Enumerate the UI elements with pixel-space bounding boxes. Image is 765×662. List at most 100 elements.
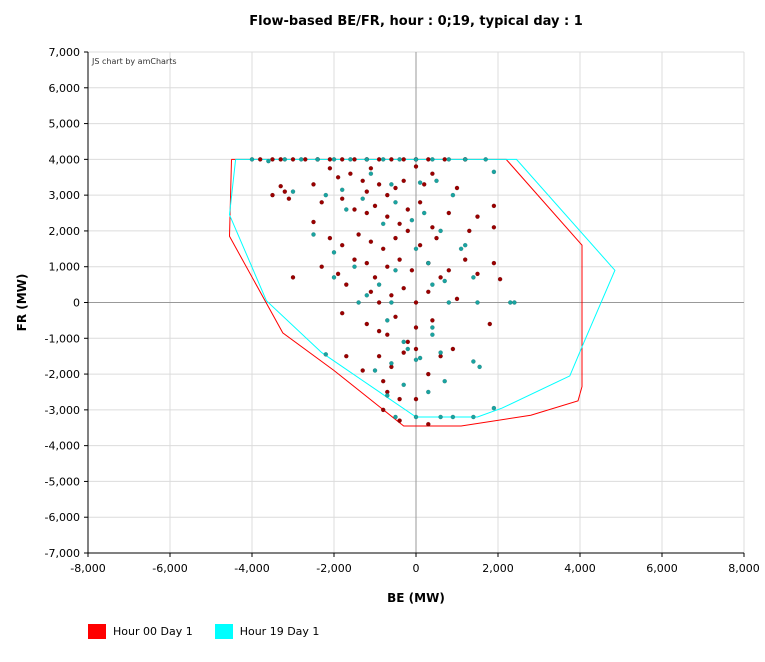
data-point-series-0 <box>430 318 435 323</box>
legend: Hour 00 Day 1 Hour 19 Day 1 <box>88 624 319 639</box>
data-point-series-0 <box>311 219 316 225</box>
data-point-series-0 <box>368 289 374 295</box>
data-point-series-1 <box>249 157 255 162</box>
x-tick-label: -2,000 <box>316 562 351 575</box>
data-point-series-1 <box>282 157 288 162</box>
data-point-series-1 <box>491 169 497 175</box>
data-point-series-0 <box>425 289 431 295</box>
data-point-series-0 <box>409 267 415 273</box>
data-point-series-0 <box>364 321 370 327</box>
data-point-series-1 <box>430 282 435 287</box>
data-point-series-0 <box>343 353 349 359</box>
x-axis-label: BE (MW) <box>387 591 445 605</box>
data-point-series-0 <box>393 314 398 320</box>
y-tick-label: -4,000 <box>45 440 80 453</box>
data-point-series-0 <box>339 310 345 316</box>
data-point-series-1 <box>352 264 357 270</box>
data-point-series-0 <box>343 282 349 287</box>
data-point-series-0 <box>319 199 325 205</box>
data-point-series-1 <box>475 300 480 305</box>
data-point-series-1 <box>434 178 439 184</box>
data-point-series-0 <box>405 228 411 234</box>
data-point-series-1 <box>393 267 398 273</box>
legend-swatch-red <box>88 624 106 639</box>
data-point-series-1 <box>311 232 316 237</box>
data-point-series-0 <box>446 210 452 216</box>
legend-item-hour-00[interactable]: Hour 00 Day 1 <box>88 624 193 639</box>
data-point-series-1 <box>413 246 419 252</box>
data-point-series-1 <box>389 300 394 305</box>
data-point-series-1 <box>438 350 443 355</box>
data-point-series-0 <box>257 157 263 162</box>
data-point-series-1 <box>477 364 482 370</box>
data-point-series-0 <box>376 328 382 334</box>
data-point-series-1 <box>364 157 370 162</box>
data-point-series-0 <box>352 257 357 262</box>
data-point-series-1 <box>339 187 345 193</box>
data-point-series-1 <box>430 332 435 338</box>
x-tick-label: 8,000 <box>728 562 760 575</box>
data-point-series-0 <box>491 224 497 230</box>
data-point-series-0 <box>327 235 333 241</box>
data-point-series-1 <box>384 393 390 398</box>
data-point-series-0 <box>270 192 275 198</box>
data-point-series-0 <box>364 189 370 194</box>
x-tick-label: 6,000 <box>646 562 678 575</box>
data-point-series-0 <box>438 275 443 280</box>
data-point-series-0 <box>397 257 402 262</box>
chart-credit[interactable]: JS chart by amCharts <box>91 57 177 66</box>
data-point-series-1 <box>372 368 378 373</box>
data-point-series-0 <box>413 325 419 330</box>
y-tick-label: -2,000 <box>45 368 80 381</box>
data-point-series-1 <box>348 157 353 162</box>
data-point-series-0 <box>491 203 497 209</box>
y-tick-label: 3,000 <box>49 189 81 202</box>
data-point-series-0 <box>425 371 431 377</box>
data-point-series-1 <box>397 157 402 162</box>
data-point-series-0 <box>339 157 345 162</box>
legend-item-hour-19[interactable]: Hour 19 Day 1 <box>214 624 319 639</box>
data-point-series-0 <box>401 285 407 291</box>
data-point-series-1 <box>290 189 296 194</box>
data-point-series-0 <box>372 275 378 280</box>
data-point-series-0 <box>360 178 366 184</box>
data-point-series-1 <box>471 359 476 364</box>
data-point-series-1 <box>413 157 419 162</box>
y-tick-label: 7,000 <box>49 46 81 59</box>
data-point-series-1 <box>405 346 411 352</box>
legend-swatch-cyan <box>214 624 233 639</box>
data-point-series-0 <box>319 264 325 270</box>
data-point-series-0 <box>491 260 497 266</box>
chart-title: Flow-based BE/FR, hour : 0;19, typical d… <box>249 14 583 29</box>
data-point-series-0 <box>278 157 284 162</box>
data-point-series-0 <box>425 421 431 427</box>
data-point-series-0 <box>384 264 390 270</box>
data-point-series-0 <box>380 407 386 413</box>
y-tick-label: 1,000 <box>49 261 81 274</box>
data-point-series-1 <box>360 196 366 201</box>
data-point-series-0 <box>405 339 411 345</box>
data-point-series-1 <box>450 414 456 420</box>
data-point-series-0 <box>405 207 411 212</box>
data-point-series-0 <box>401 157 407 162</box>
data-point-series-0 <box>450 346 456 352</box>
data-point-series-1 <box>266 158 271 164</box>
data-point-series-0 <box>446 267 452 273</box>
axes: 7,000 6,000 5,000 4,000 3,000 2,000 1,000 0 -1,0… <box>45 46 760 575</box>
data-point-series-1 <box>471 414 476 420</box>
data-point-series-0 <box>413 346 419 352</box>
data-point-series-1 <box>356 300 361 305</box>
data-point-series-0 <box>454 296 460 302</box>
data-point-series-0 <box>364 210 370 216</box>
data-point-series-1 <box>462 157 468 162</box>
data-point-series-1 <box>446 157 452 162</box>
data-point-series-0 <box>368 239 374 244</box>
data-point-series-0 <box>380 378 386 384</box>
data-point-series-0 <box>356 232 361 237</box>
data-point-series-0 <box>421 182 427 187</box>
data-point-series-0 <box>413 396 419 402</box>
data-point-series-0 <box>335 271 341 277</box>
data-point-series-0 <box>372 203 378 209</box>
data-point-series-1 <box>507 300 513 305</box>
data-point-series-0 <box>278 183 284 189</box>
